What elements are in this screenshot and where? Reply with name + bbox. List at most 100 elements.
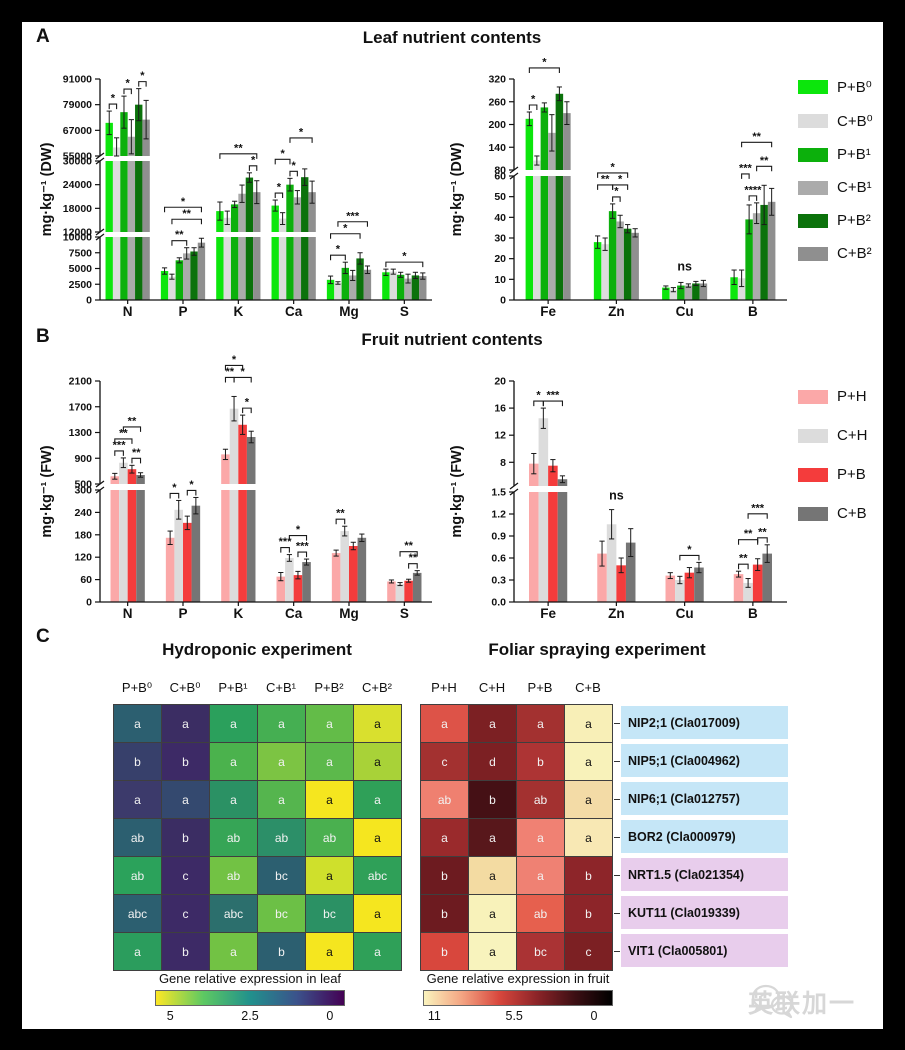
bar [216, 211, 224, 232]
sig-bracket [138, 81, 147, 87]
heatmap-cell: a [306, 705, 353, 742]
gene-label: BOR2 (Cla000979) [621, 820, 788, 853]
sig-bracket [335, 518, 346, 525]
legend-item: P+H [798, 388, 867, 405]
y-tick-label: 20 [494, 376, 506, 388]
x-category-label: N [123, 606, 133, 621]
x-category-label: Fe [540, 304, 556, 319]
panel-b-label: B [36, 326, 50, 347]
x-category-label: Mg [339, 606, 359, 621]
heatmap-cell: ab [210, 857, 257, 894]
heatmap-cell: b [162, 933, 209, 970]
bar [127, 161, 136, 232]
y-tick-label: 320 [488, 74, 506, 86]
y-tick-label: 0.9 [491, 531, 506, 543]
legend-item: P+B¹ [798, 146, 873, 163]
heatmap-cell: a [469, 895, 516, 932]
bar [238, 490, 247, 602]
y-tick-label: 79000 [63, 99, 92, 111]
bar [105, 161, 113, 232]
sig-label: *** [751, 502, 765, 514]
sig-label: * [299, 126, 304, 138]
sig-label: * [292, 160, 297, 172]
sig-label: * [614, 185, 619, 197]
bar [733, 574, 744, 602]
heatmap-cell: a [162, 781, 209, 818]
sig-bracket [114, 438, 133, 444]
sig-bracket [597, 172, 629, 178]
bar [357, 537, 367, 602]
heatmap-cell: ab [258, 819, 305, 856]
heatmap-cell: a [517, 857, 564, 894]
y-tick-label: 80 [494, 165, 506, 177]
panel-a-label: A [36, 26, 50, 47]
colorbar-tick-label: 5 [166, 1009, 174, 1023]
legend-swatch [798, 506, 828, 521]
sig-label: * [531, 93, 536, 105]
y-tick-label: 0.3 [491, 575, 506, 587]
sig-bracket [748, 195, 758, 201]
bar [301, 237, 309, 300]
heatmap-cell: a [354, 933, 401, 970]
colorbar-tick-label: 2.5 [241, 1009, 259, 1023]
gene-tick [614, 950, 620, 952]
heatmap-cell: b [258, 933, 305, 970]
sig-bracket [747, 513, 768, 519]
bar [238, 424, 247, 484]
y-tick-label: 67000 [63, 125, 92, 137]
gene-tick [614, 798, 620, 800]
bar [662, 287, 670, 300]
heatmap-cell: b [565, 857, 612, 894]
colorbar-tick-label: 0 [326, 1009, 334, 1023]
bar [743, 582, 753, 602]
heatmap-cell: b [114, 743, 161, 780]
y-tick-label: 24000 [63, 179, 92, 191]
sig-bracket [171, 218, 202, 225]
gene-tick [614, 722, 620, 724]
gene-label: NIP5;1 (Cla004962) [621, 744, 788, 777]
y-tick-label: 7500 [69, 247, 93, 259]
bar [341, 267, 349, 300]
bar [165, 537, 175, 602]
heatmap-cell: a [565, 705, 612, 742]
bar [737, 278, 746, 300]
legend-item: C+B [798, 505, 867, 522]
sig-bracket [533, 400, 544, 407]
heatmap-cell: a [565, 781, 612, 818]
bar [308, 192, 316, 232]
sig-bracket [131, 457, 142, 464]
bar [631, 232, 639, 300]
heatmap-cell: abc [210, 895, 257, 932]
sig-label: ** [601, 173, 610, 185]
legend-swatch [798, 428, 828, 443]
x-category-label: K [233, 606, 243, 621]
ns-label: ns [677, 259, 692, 273]
bar [197, 242, 206, 300]
heatmap-cell: ab [306, 819, 353, 856]
legend-item: P+B [798, 466, 867, 483]
bar [557, 492, 568, 602]
heatmap-cell: a [258, 705, 305, 742]
sig-bracket [385, 261, 424, 268]
bar [136, 474, 145, 484]
y-tick-label: 30 [494, 233, 506, 245]
bar [229, 490, 239, 602]
y-axis-title: mg·kg⁻¹ (FW) [449, 445, 465, 537]
bar [302, 562, 311, 602]
x-category-label: N [123, 304, 133, 319]
bar [238, 237, 246, 300]
bar [174, 509, 183, 602]
bar [411, 275, 420, 300]
y-axis-title: mg·kg⁻¹ (FW) [39, 445, 55, 537]
heatmap-cell: a [258, 743, 305, 780]
legend-item: C+B¹ [798, 179, 873, 196]
heatmap-cell: ab [210, 819, 257, 856]
sig-label: ** [132, 447, 141, 459]
legend-label: C+B⁰ [837, 113, 873, 130]
fruit-heatmap-header: P+H C+H P+B C+B [420, 680, 612, 695]
bar [293, 197, 302, 232]
heatmap-cell: a [469, 819, 516, 856]
sig-bracket [542, 400, 564, 407]
heatmap-cell: a [469, 705, 516, 742]
bar [136, 490, 145, 602]
